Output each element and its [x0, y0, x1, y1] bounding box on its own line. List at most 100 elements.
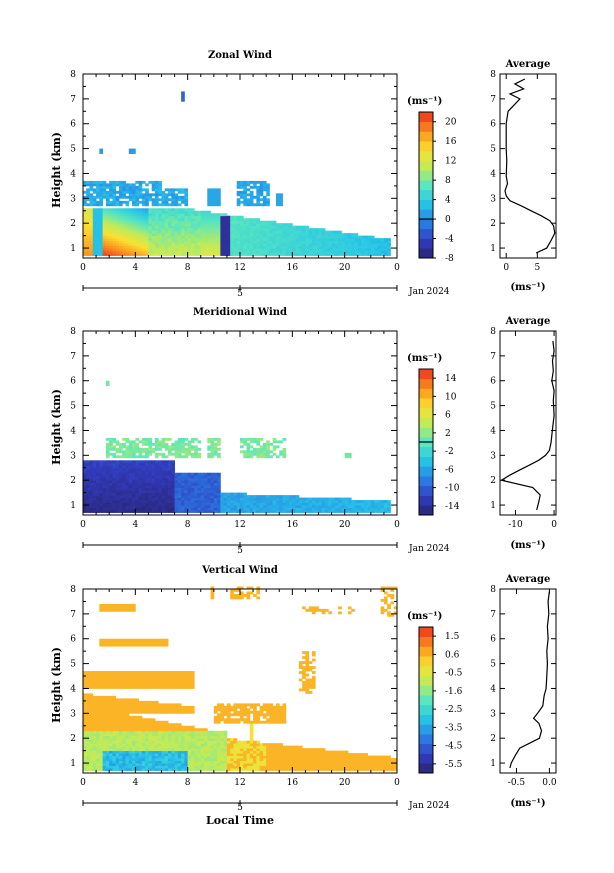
heatmap-cell: [96, 698, 100, 702]
heatmap-cell: [83, 490, 87, 494]
heatmap-cell: [151, 193, 156, 197]
heatmap-cell: [145, 470, 149, 474]
heatmap-cell: [164, 482, 169, 486]
heatmap-cell: [92, 748, 97, 752]
heatmap-cell: [181, 753, 185, 756]
heatmap-cell: [89, 223, 94, 227]
heatmap-cell: [105, 203, 110, 207]
heatmap-cell: [118, 183, 123, 187]
heatmap-cell: [141, 758, 146, 761]
heatmap-cell: [230, 510, 234, 513]
heatmap-cell: [213, 193, 218, 197]
heatmap-cell: [226, 497, 231, 501]
heatmap-cell: [380, 250, 385, 254]
heatmap-cell: [298, 228, 303, 232]
heatmap-cell: [171, 248, 175, 251]
heatmap-cell: [207, 505, 211, 508]
heatmap-cell: [161, 710, 166, 714]
heatmap-cell: [269, 497, 274, 501]
heatmap-cell: [259, 238, 264, 241]
heatmap-cell: [344, 243, 349, 246]
heatmap-cell: [341, 510, 346, 513]
heatmap-cell: [138, 643, 143, 647]
heatmap-cell: [118, 180, 123, 184]
heatmap-cell: [184, 452, 189, 456]
heatmap-cell: [285, 253, 290, 256]
heatmap-cell: [295, 497, 300, 501]
heatmap-cell: [207, 220, 211, 224]
heatmap-cell: [240, 240, 244, 244]
heatmap-cell: [154, 758, 159, 761]
heatmap-cell: [92, 758, 97, 761]
heatmap-cell: [171, 460, 175, 464]
heatmap-cell: [125, 606, 130, 610]
heatmap-cell: [109, 487, 113, 491]
heatmap-cell: [181, 743, 185, 747]
heatmap-cell: [102, 768, 107, 771]
heatmap-cell: [105, 383, 110, 387]
heatmap-cell: [122, 185, 126, 189]
heatmap-cell: [174, 233, 179, 237]
heatmap-cell: [207, 245, 211, 249]
heatmap-cell: [89, 492, 94, 496]
heatmap-cell: [197, 253, 202, 256]
heatmap-cell: [164, 235, 169, 239]
heatmap-cell: [184, 745, 189, 749]
heatmap-cell: [164, 678, 169, 682]
heatmap-cell: [184, 671, 189, 674]
heatmap-cell: [171, 477, 175, 481]
heatmap-cell: [243, 238, 247, 241]
heatmap-cell: [181, 676, 185, 679]
heatmap-cell: [105, 208, 110, 212]
heatmap-cell: [213, 445, 218, 449]
heatmap-cell: [347, 505, 352, 508]
heatmap-cell: [213, 485, 218, 489]
heatmap-cell: [249, 233, 254, 237]
heatmap-cell: [305, 248, 310, 251]
heatmap-cell: [282, 250, 287, 254]
heatmap-cell: [207, 765, 211, 769]
heatmap-cell: [83, 743, 87, 747]
heatmap-cell: [266, 497, 270, 501]
heatmap-cell: [164, 768, 169, 771]
colorbar-segment: [419, 378, 433, 389]
heatmap-cell: [171, 475, 175, 479]
heatmap-cell: [315, 243, 319, 246]
heatmap-cell: [154, 440, 159, 444]
heatmap-cell: [154, 743, 159, 747]
heatmap-cell: [275, 228, 280, 232]
heatmap-cell: [338, 243, 342, 246]
heatmap-cell: [262, 243, 267, 246]
heatmap-cell: [240, 245, 244, 249]
heatmap-cell: [112, 437, 117, 441]
heatmap-cell: [295, 228, 300, 232]
heatmap-cell: [122, 768, 126, 771]
heatmap-cell: [174, 475, 179, 479]
heatmap-cell: [109, 253, 113, 256]
heatmap-cell: [148, 710, 153, 714]
heatmap-cell: [135, 495, 139, 498]
heatmap-cell: [217, 765, 221, 769]
heatmap-cell: [138, 758, 143, 761]
heatmap-cell: [99, 470, 104, 474]
heatmap-cell: [148, 240, 153, 244]
colorbar-segment: [419, 228, 433, 239]
heatmap-cell: [86, 740, 90, 744]
heatmap-cell: [96, 671, 100, 674]
heatmap-cell: [187, 210, 192, 214]
heatmap-cell: [213, 753, 218, 756]
heatmap-cell: [282, 510, 287, 513]
heatmap-cell: [181, 740, 185, 744]
heatmap-cell: [83, 482, 87, 486]
heatmap-cell: [334, 245, 339, 249]
heatmap-cell: [105, 198, 110, 202]
heatmap-cell: [210, 487, 215, 491]
heatmap-cell: [115, 603, 120, 607]
heatmap-cell: [279, 223, 283, 227]
heatmap-cell: [92, 763, 97, 766]
heatmap-cell: [190, 240, 195, 244]
heatmap-cell: [109, 485, 113, 489]
heatmap-cell: [158, 768, 162, 771]
heatmap-cell: [292, 243, 296, 246]
